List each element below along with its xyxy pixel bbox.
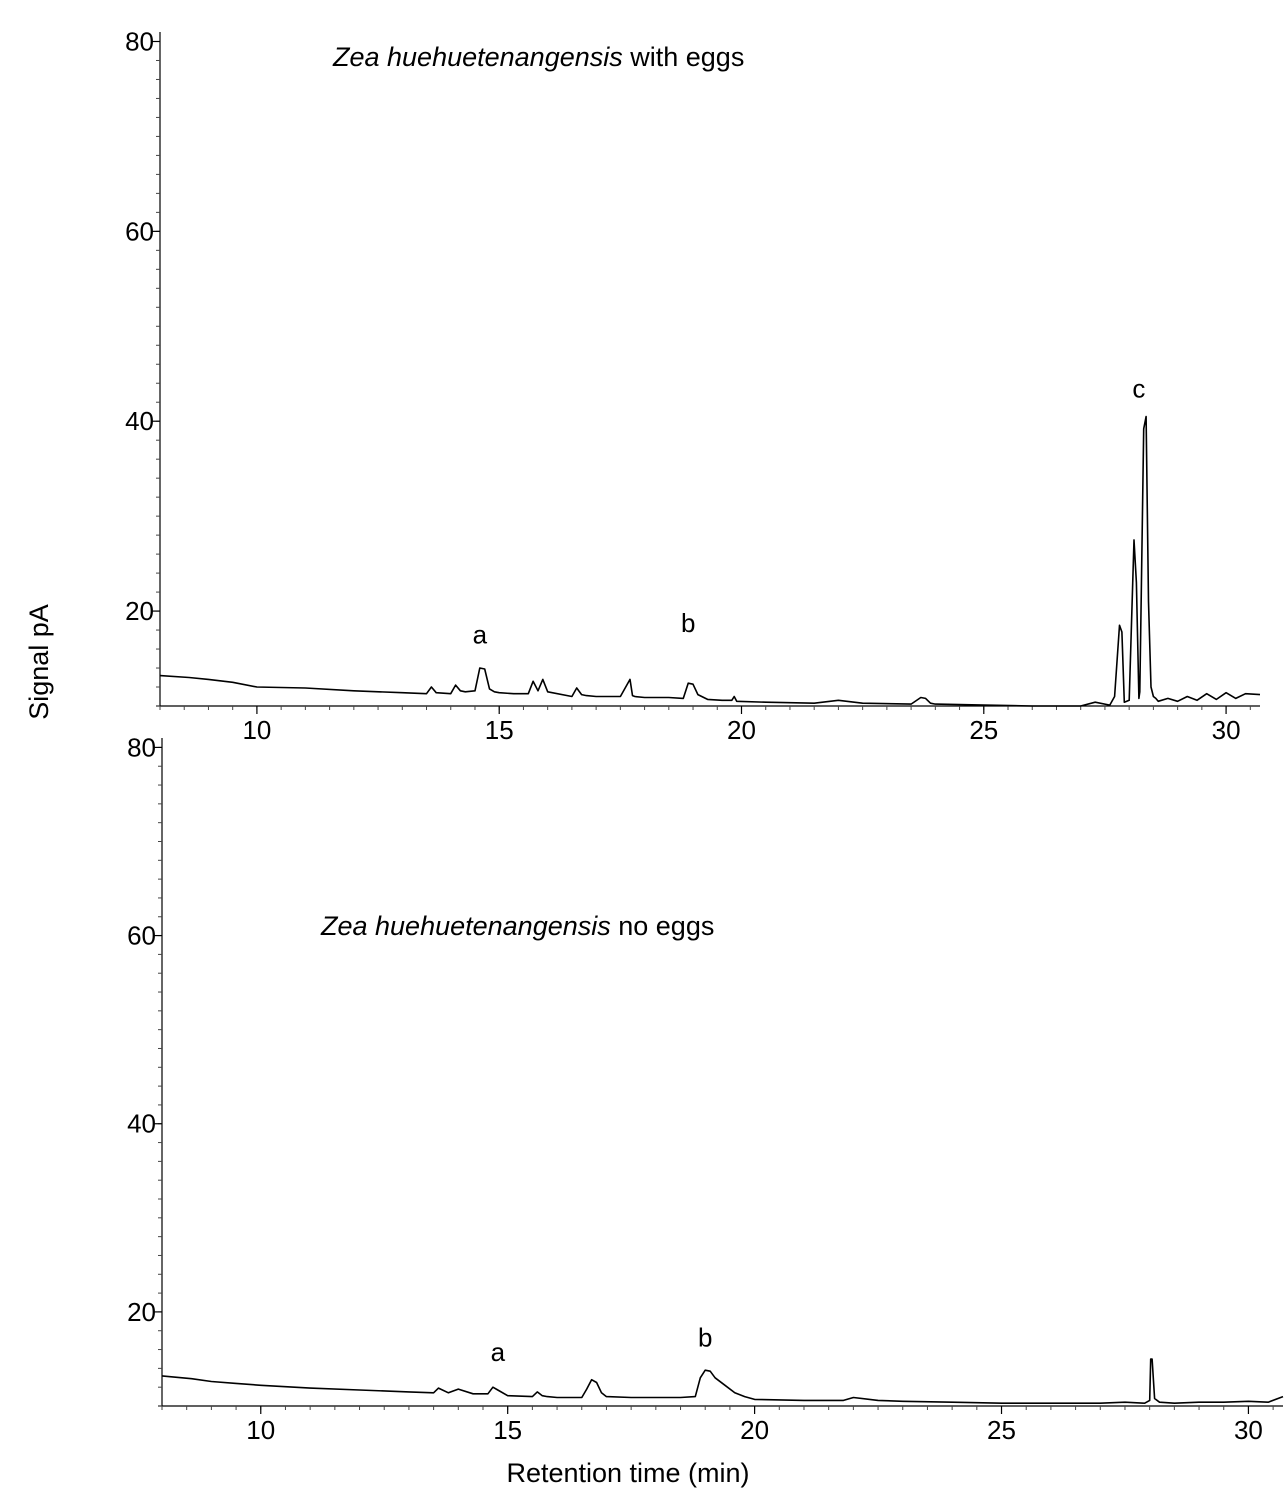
- peak-label: a: [491, 1337, 506, 1367]
- top-chromatogram-panel: 20 40 60 80 10 15 20 25 30 a b c Zea huehuetenangens…: [125, 26, 1261, 745]
- y-tick-label: 20: [125, 596, 154, 626]
- y-tick-label: 60: [127, 921, 156, 951]
- x-tick-label: 20: [727, 715, 756, 745]
- x-tick-label: 25: [969, 715, 998, 745]
- y-tick-label: 40: [127, 1109, 156, 1139]
- y-tick-label: 60: [125, 216, 154, 246]
- x-tick-label: 25: [987, 1415, 1016, 1445]
- y-tick-label: 20: [127, 1297, 156, 1327]
- x-axis-label: Retention time (min): [506, 1458, 749, 1488]
- peak-label: c: [1132, 373, 1145, 403]
- x-tick-label: 30: [1234, 1415, 1263, 1445]
- x-tick-label: 20: [740, 1415, 769, 1445]
- chromatogram-trace: [161, 1358, 1284, 1404]
- peak-label: b: [698, 1323, 712, 1353]
- x-tick-label: 10: [246, 1415, 275, 1445]
- y-tick-label: 40: [125, 406, 154, 436]
- panel-title: Zea huehuetenangensis no eggs: [320, 911, 714, 941]
- panel-title-species: Zea huehuetenangensis: [320, 911, 611, 941]
- y-tick-label: 80: [127, 732, 156, 762]
- y-axis-label: Signal pA: [24, 604, 54, 720]
- panel-title-species: Zea huehuetenangensis: [332, 42, 623, 72]
- x-tick-label: 30: [1212, 715, 1241, 745]
- peak-label: a: [473, 619, 488, 649]
- bottom-chromatogram-panel: 20 40 60 80 10 15 20 25 30 a b Zea huehuetenangensi…: [127, 732, 1284, 1445]
- x-tick-label: 15: [493, 1415, 522, 1445]
- panel-title: Zea huehuetenangensis with eggs: [332, 42, 744, 72]
- panel-title-condition: with eggs: [623, 42, 745, 72]
- panel-title-condition: no eggs: [611, 911, 715, 941]
- x-tick-label: 10: [242, 715, 271, 745]
- y-tick-label: 80: [125, 26, 154, 56]
- x-tick-label: 15: [485, 715, 514, 745]
- chromatogram-trace: [159, 415, 1261, 707]
- peak-label: b: [681, 608, 695, 638]
